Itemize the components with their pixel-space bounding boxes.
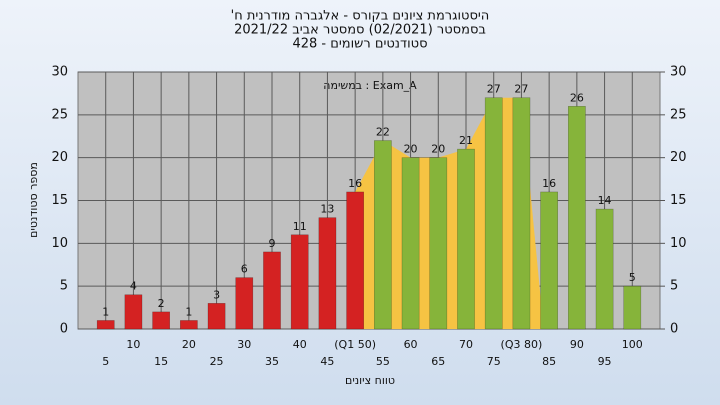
x-tick-label: 35 (265, 355, 279, 368)
x-tick-label: 5 (102, 355, 109, 368)
value-label: 16 (348, 177, 362, 190)
bar (595, 208, 614, 330)
y2-tick-label: 25 (670, 107, 687, 122)
bar (152, 311, 170, 330)
bar (207, 303, 226, 330)
bar (346, 191, 364, 330)
bar (623, 285, 642, 330)
y2-tick-label: 15 (670, 193, 687, 208)
bar (401, 157, 420, 330)
value-label: 9 (269, 237, 276, 250)
bar (290, 234, 309, 330)
bar (374, 140, 392, 330)
chart-subtitle: סטודנטים רשומים - 428 (292, 37, 427, 52)
y2-tick-label: 5 (670, 279, 678, 294)
x-tick-label: 65 (431, 355, 445, 368)
x-tick-label: 55 (376, 355, 390, 368)
bar (568, 106, 586, 330)
x-tick-label: 90 (570, 338, 584, 351)
bar (512, 97, 531, 330)
value-label: 14 (598, 194, 612, 207)
y-axis-label: מספר סטודנטים (27, 162, 40, 238)
bar (96, 320, 115, 330)
value-label: 21 (459, 134, 473, 147)
bar (235, 277, 254, 330)
value-label: 4 (130, 280, 137, 293)
chart-title: היסטוגרמת ציונים בקורס - אלגברה מודרנית … (231, 9, 490, 24)
x-tick-label: 25 (210, 355, 224, 368)
y-tick-label: 5 (60, 279, 68, 294)
x-tick-label: 85 (542, 355, 556, 368)
y-tick-label: 30 (51, 65, 68, 80)
bar (484, 97, 503, 330)
bar (429, 157, 448, 330)
value-label: 2 (158, 297, 165, 310)
bar (318, 217, 337, 330)
value-label: 1 (102, 305, 109, 318)
value-label: 22 (376, 126, 390, 139)
x-tick-label: 60 (404, 338, 418, 351)
value-label: 13 (320, 203, 334, 216)
y-tick-label: 20 (51, 150, 68, 165)
x-axis-label: טווח ציונים (345, 374, 395, 387)
x-tick-label: 20 (182, 338, 196, 351)
value-label: 11 (293, 220, 307, 233)
y-tick-label: 0 (60, 322, 68, 337)
x-tick-label: 30 (237, 338, 251, 351)
y2-tick-label: 10 (670, 236, 687, 251)
value-label: 16 (542, 177, 556, 190)
x-tick-label: (Q3 80) (501, 338, 543, 351)
value-label: 20 (404, 143, 418, 156)
y2-tick-label: 20 (670, 150, 687, 165)
value-label: 27 (514, 83, 528, 96)
y2-tick-label: 0 (670, 322, 678, 337)
y-tick-label: 25 (51, 107, 68, 122)
bar (263, 251, 281, 330)
x-tick-label: 70 (459, 338, 473, 351)
value-label: 3 (213, 288, 220, 301)
x-tick-label: 45 (320, 355, 334, 368)
x-tick-label: 10 (126, 338, 140, 351)
annotation: Exam_A : במשימה (323, 79, 417, 92)
chart-subtitle: בסמסטר (02/2021) סמסטר אביב 2021/22 (234, 23, 486, 38)
bar (457, 148, 475, 330)
bar (124, 294, 143, 330)
bar (540, 191, 558, 330)
x-tick-label: 95 (598, 355, 612, 368)
x-tick-label: 100 (622, 338, 643, 351)
value-label: 27 (487, 83, 501, 96)
value-label: 6 (241, 263, 248, 276)
y2-tick-label: 30 (670, 65, 687, 80)
bar (180, 320, 198, 330)
value-label: 20 (431, 143, 445, 156)
x-tick-label: 40 (293, 338, 307, 351)
x-tick-label: 15 (154, 355, 168, 368)
x-tick-label: (Q1 50) (334, 338, 376, 351)
value-label: 1 (185, 305, 192, 318)
x-tick-label: 75 (487, 355, 501, 368)
y-tick-label: 10 (51, 236, 68, 251)
value-label: 5 (629, 271, 636, 284)
y-tick-label: 15 (51, 193, 68, 208)
value-label: 26 (570, 91, 584, 104)
